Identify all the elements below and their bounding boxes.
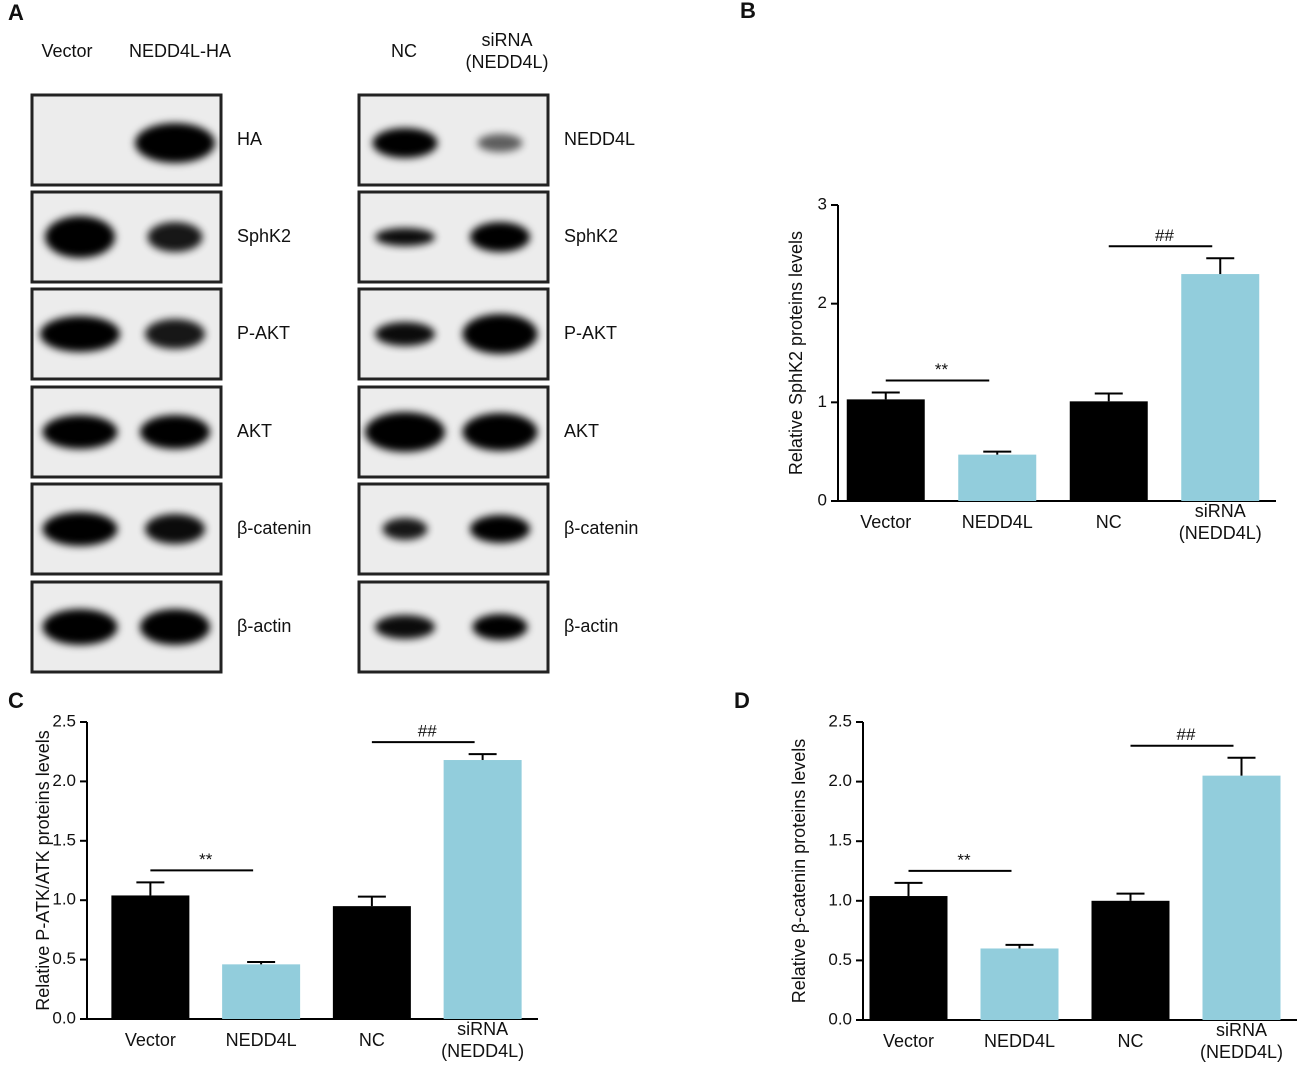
band bbox=[472, 614, 528, 640]
band bbox=[40, 316, 120, 352]
band bbox=[470, 222, 530, 252]
band bbox=[382, 518, 428, 540]
x-tick-label: NEDD4L bbox=[984, 1031, 1055, 1051]
y-tick-label: 1.0 bbox=[828, 890, 852, 909]
y-tick-label: 0.5 bbox=[52, 949, 76, 968]
lane-label: siRNA (NEDD4L) bbox=[465, 30, 548, 72]
y-tick-label: 1.0 bbox=[52, 890, 76, 909]
lane-label: NC bbox=[391, 41, 417, 61]
band bbox=[375, 322, 435, 346]
x-tick-label: Vector bbox=[125, 1030, 176, 1050]
y-tick-label: 1.5 bbox=[828, 831, 852, 850]
y-tick-label: 0.5 bbox=[828, 950, 852, 969]
x-tick-label: NC bbox=[1096, 512, 1122, 532]
band bbox=[470, 515, 530, 543]
band bbox=[145, 514, 205, 544]
protein-label: β-catenin bbox=[237, 518, 311, 538]
y-tick-label: 0.0 bbox=[52, 1008, 76, 1027]
x-tick-label: Vector bbox=[883, 1031, 934, 1051]
bar bbox=[1069, 401, 1148, 501]
protein-label: NEDD4L bbox=[564, 129, 635, 149]
band bbox=[42, 609, 118, 645]
panel-label: B bbox=[740, 0, 756, 23]
band bbox=[365, 412, 445, 452]
panel-label: C bbox=[8, 688, 24, 713]
y-tick-label: 1.5 bbox=[52, 830, 76, 849]
band bbox=[375, 228, 435, 246]
protein-label: SphK2 bbox=[564, 226, 618, 246]
protein-label: AKT bbox=[237, 421, 272, 441]
band bbox=[375, 615, 435, 639]
x-tick-label: Vector bbox=[860, 512, 911, 532]
x-tick-label: siRNA (NEDD4L) bbox=[441, 1019, 524, 1061]
y-tick-label: 2.5 bbox=[52, 711, 76, 730]
band bbox=[140, 415, 210, 449]
bar bbox=[1202, 775, 1281, 1020]
y-axis-label: Relative β-catenin proteins levels bbox=[789, 739, 809, 1003]
significance-label: ## bbox=[418, 722, 437, 741]
band bbox=[462, 314, 538, 354]
significance-label: ** bbox=[957, 850, 971, 869]
y-tick-label: 2.0 bbox=[52, 771, 76, 790]
bar bbox=[958, 454, 1037, 501]
protein-label: P-AKT bbox=[237, 323, 290, 343]
significance-label: ## bbox=[1155, 226, 1174, 245]
y-tick-label: 2 bbox=[818, 293, 827, 312]
protein-label: HA bbox=[237, 129, 262, 149]
significance-label: ** bbox=[935, 360, 949, 379]
x-tick-label: NC bbox=[359, 1030, 385, 1050]
bar bbox=[869, 896, 948, 1020]
protein-label: P-AKT bbox=[564, 323, 617, 343]
significance-label: ## bbox=[1177, 725, 1196, 744]
x-tick-label: siRNA (NEDD4L) bbox=[1200, 1020, 1283, 1062]
x-tick-label: siRNA (NEDD4L) bbox=[1179, 501, 1262, 543]
bar bbox=[846, 399, 925, 501]
bar bbox=[443, 760, 522, 1019]
bar bbox=[111, 895, 190, 1019]
y-axis-label: Relative P-ATK/ATK proteins levels bbox=[33, 730, 53, 1010]
protein-label: β-catenin bbox=[564, 518, 638, 538]
bar bbox=[1181, 274, 1260, 501]
band bbox=[42, 415, 118, 449]
y-tick-label: 2.0 bbox=[828, 771, 852, 790]
band bbox=[147, 222, 203, 252]
band bbox=[477, 134, 523, 152]
protein-label: β-actin bbox=[237, 616, 291, 636]
y-tick-label: 3 bbox=[818, 194, 827, 213]
y-tick-label: 0.0 bbox=[828, 1009, 852, 1028]
protein-label: AKT bbox=[564, 421, 599, 441]
y-tick-label: 1 bbox=[818, 392, 827, 411]
y-axis-label: Relative SphK2 proteins levels bbox=[786, 231, 806, 475]
band bbox=[372, 128, 438, 158]
y-tick-label: 2.5 bbox=[828, 711, 852, 730]
band bbox=[140, 609, 210, 645]
protein-label: β-actin bbox=[564, 616, 618, 636]
bar bbox=[980, 948, 1059, 1020]
y-tick-label: 0 bbox=[818, 490, 827, 509]
bar bbox=[1091, 900, 1170, 1020]
band bbox=[462, 413, 538, 451]
protein-label: SphK2 bbox=[237, 226, 291, 246]
band bbox=[135, 123, 215, 163]
x-tick-label: NEDD4L bbox=[226, 1030, 297, 1050]
lane-label: NEDD4L-HA bbox=[129, 41, 231, 61]
lane-label: Vector bbox=[41, 41, 92, 61]
bar bbox=[222, 964, 301, 1019]
band bbox=[42, 512, 118, 546]
panel-label: A bbox=[8, 0, 24, 25]
bar bbox=[332, 906, 411, 1019]
x-tick-label: NEDD4L bbox=[962, 512, 1033, 532]
significance-label: ** bbox=[199, 850, 213, 869]
band bbox=[145, 319, 205, 349]
band bbox=[45, 216, 115, 258]
x-tick-label: NC bbox=[1118, 1031, 1144, 1051]
panel-label: D bbox=[734, 688, 750, 713]
